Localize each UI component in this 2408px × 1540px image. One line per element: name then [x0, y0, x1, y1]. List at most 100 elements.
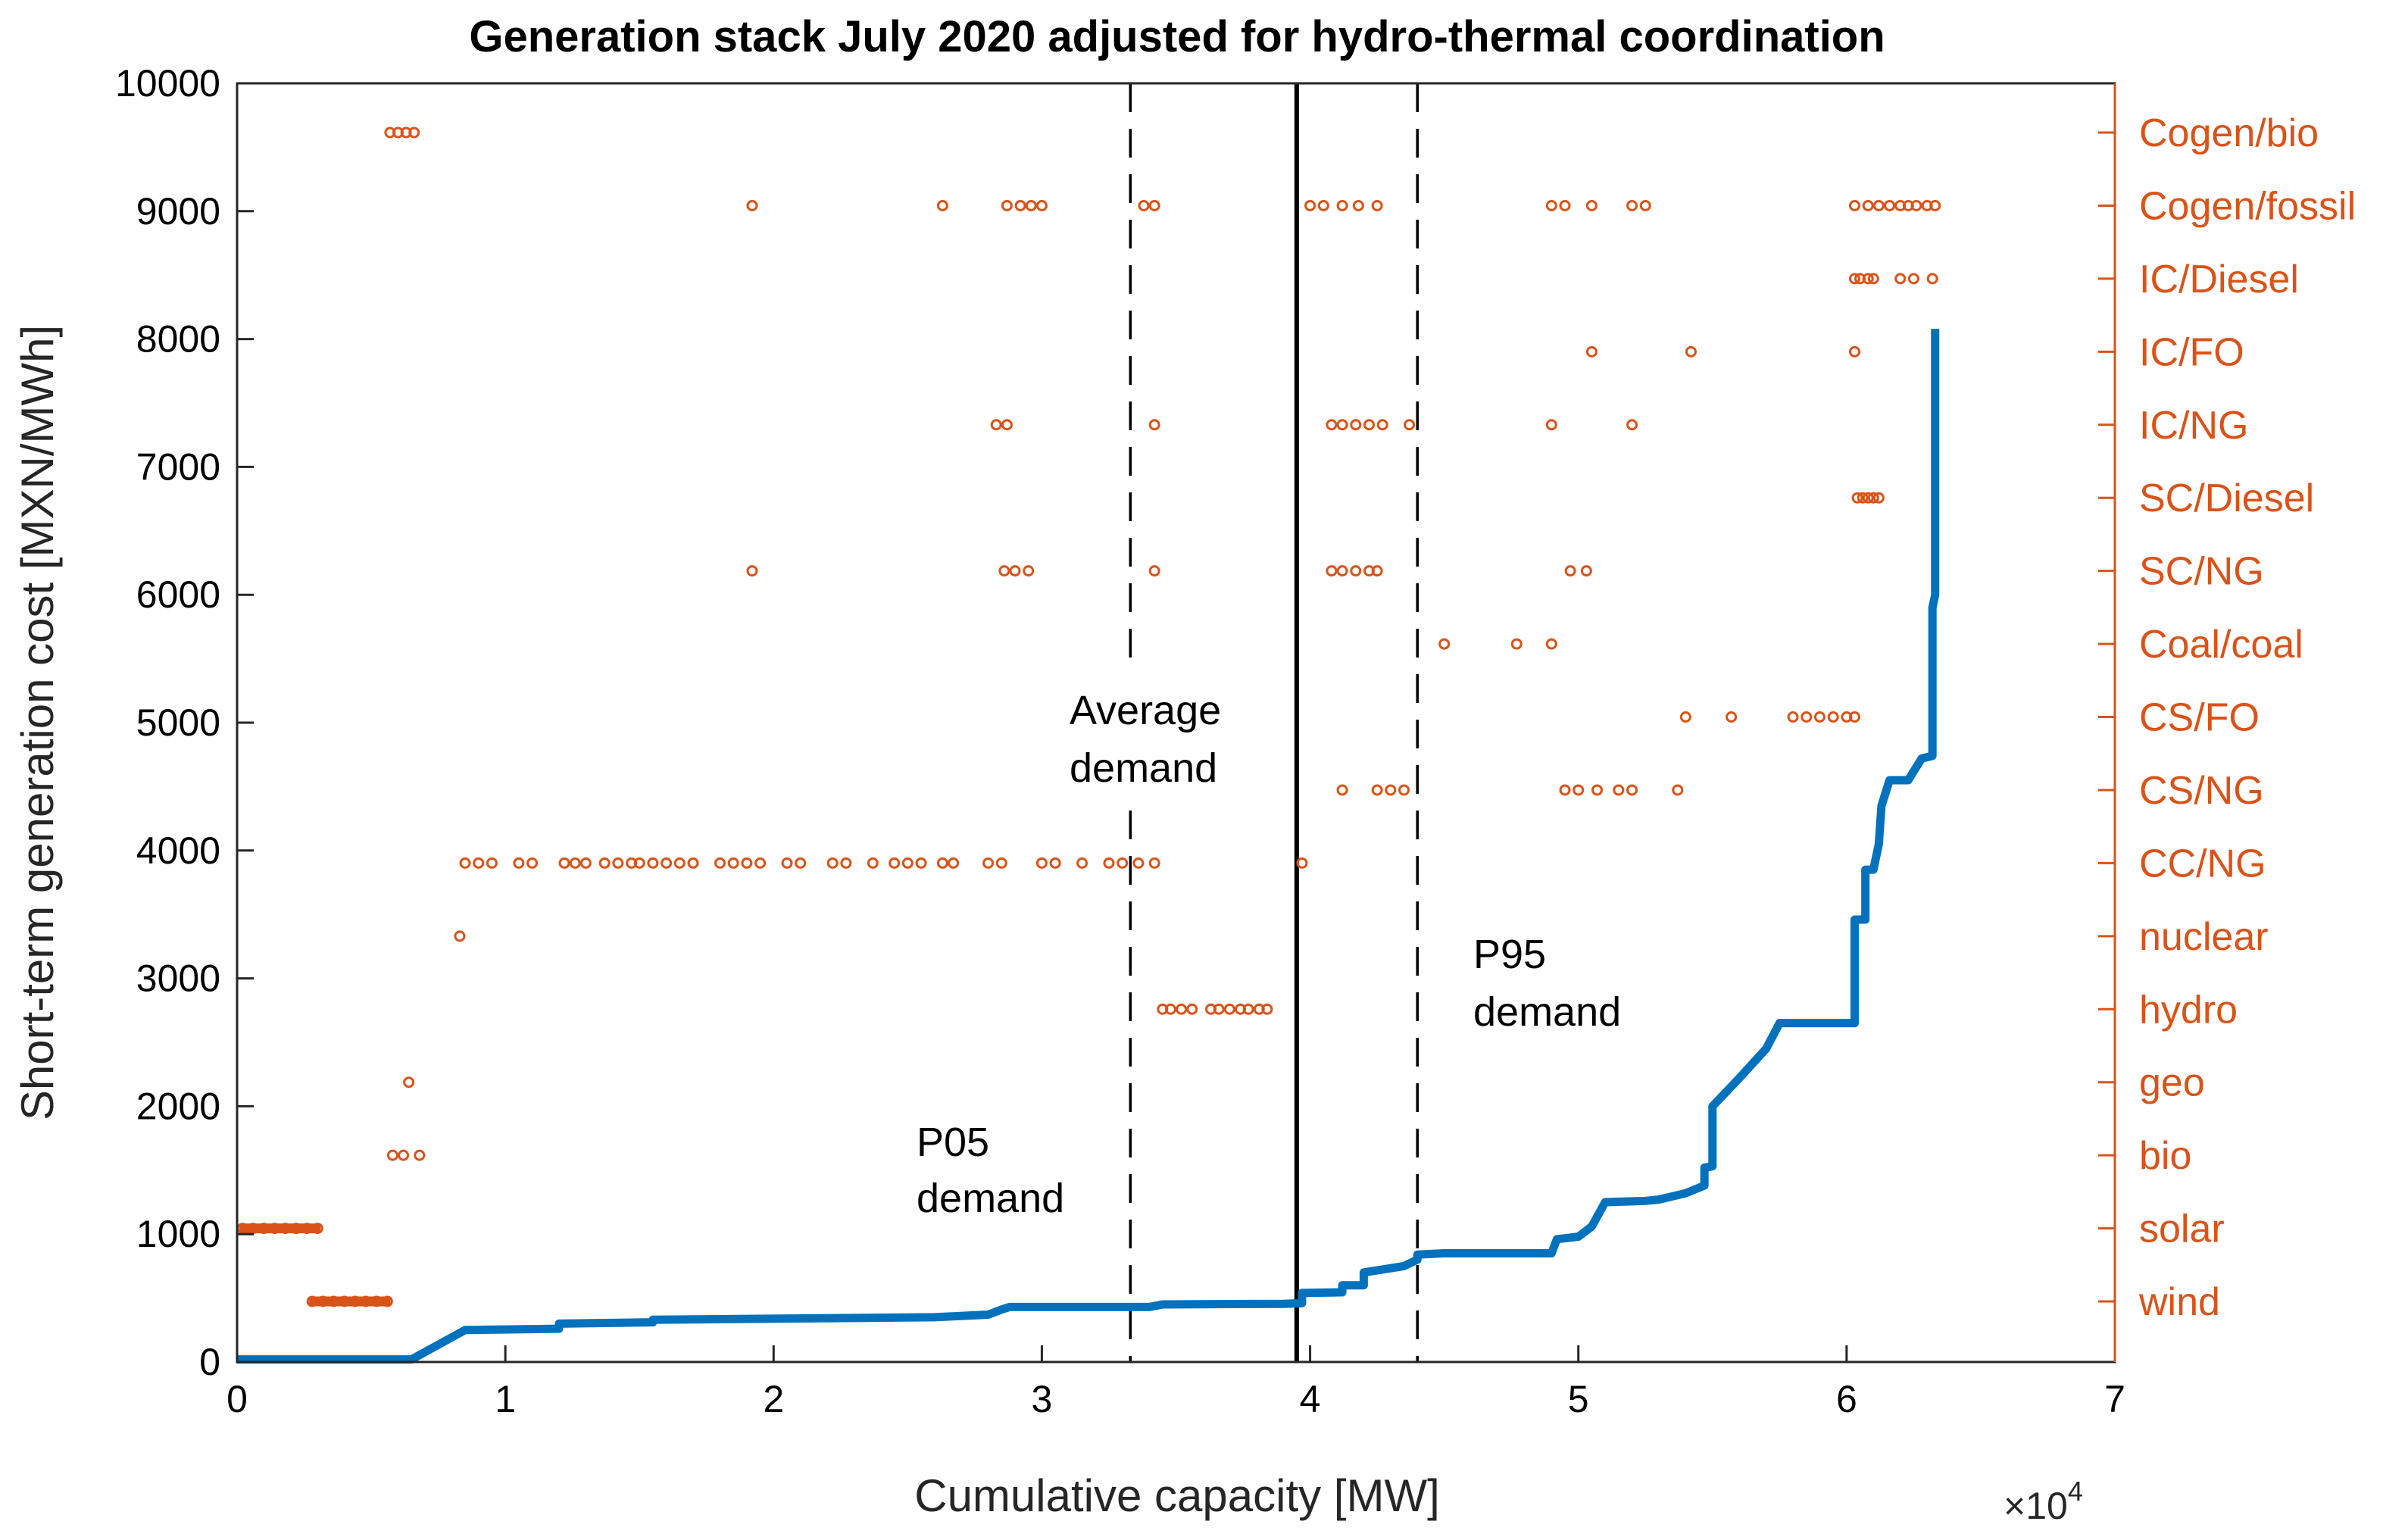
tech-marker-IC/NG — [1336, 419, 1348, 431]
demand-label-line2: demand — [1070, 745, 1217, 791]
tech-marker-CC/NG — [459, 857, 471, 869]
y-tick-label: 0 — [199, 1341, 220, 1383]
tech-marker-SC/NG — [998, 565, 1010, 577]
plot-area — [236, 82, 2116, 1364]
demand-label-line1: Average — [1070, 688, 1221, 733]
tech-marker-IC/Diesel — [1926, 273, 1938, 285]
tech-marker-CC/NG — [1049, 857, 1061, 869]
tech-marker-IC/FO — [1848, 345, 1860, 358]
tech-marker-SC/NG — [1350, 565, 1362, 577]
right-tick-label: CC/NG — [2139, 842, 2266, 886]
right-tick-label: hydro — [2139, 988, 2238, 1032]
demand-label-line2: demand — [1473, 989, 1621, 1035]
tech-marker-IC/FO — [1685, 345, 1697, 358]
x-tick-label: 1 — [495, 1378, 516, 1420]
technology-markers — [236, 127, 1941, 1307]
tech-marker-CC/NG — [781, 857, 793, 869]
tech-marker-hydro — [1213, 1003, 1225, 1015]
y-tick-label: 3000 — [136, 957, 220, 1000]
tech-marker-hydro — [1261, 1003, 1273, 1015]
x-tick-label: 0 — [226, 1378, 248, 1420]
x-tick-label: 2 — [763, 1378, 784, 1420]
x-exponent-base: ×10 — [2004, 1485, 2068, 1527]
tech-marker-IC/NG — [1545, 419, 1557, 431]
right-tick-label: geo — [2139, 1061, 2205, 1105]
tech-marker-CS/FO — [1813, 711, 1826, 723]
right-tick-label: SC/Diesel — [2139, 476, 2314, 520]
tech-marker-IC/NG — [1363, 419, 1375, 431]
tech-marker-CC/NG — [1132, 857, 1145, 869]
tech-marker-IC/NG — [1326, 419, 1338, 431]
tech-marker-CS/FO — [1787, 711, 1799, 723]
right-tick-label: IC/Diesel — [2139, 258, 2299, 301]
tech-marker-CC/NG — [1117, 857, 1129, 869]
tech-marker-CC/NG — [1148, 857, 1160, 869]
tech-marker-solar — [258, 1223, 270, 1235]
tech-marker-SC/Diesel — [1872, 492, 1885, 504]
tech-marker-CS/NG — [1385, 784, 1397, 796]
tech-marker-hydro — [1176, 1003, 1188, 1015]
right-tick-label: Cogen/fossil — [2139, 184, 2356, 228]
tech-marker-hydro — [1186, 1003, 1198, 1015]
tech-marker-solar — [280, 1223, 292, 1235]
tech-marker-Cogen/fossil — [1929, 199, 1941, 211]
generation-stack — [237, 329, 1940, 1364]
tech-marker-CS/NG — [1672, 784, 1684, 796]
tech-marker-IC/Diesel — [1894, 273, 1907, 285]
x-tick-label: 5 — [1568, 1378, 1589, 1420]
y-tick-label: 8000 — [136, 318, 220, 361]
tech-marker-CS/NG — [1591, 784, 1604, 796]
tech-marker-Cogen/fossil — [1872, 199, 1885, 211]
tech-marker-CC/NG — [1296, 857, 1308, 869]
x-axis: 0 1 2 3 4 5 6 7 — [226, 1345, 2125, 1420]
tech-marker-solar — [247, 1223, 259, 1235]
tech-marker-Coal/coal — [1545, 638, 1557, 650]
chart-title: Generation stack July 2020 adjusted for … — [469, 12, 1885, 61]
demand-label-line1: P95 — [1473, 932, 1546, 977]
right-tick-label: Cogen/bio — [2139, 111, 2319, 155]
tech-marker-IC/NG — [1350, 419, 1362, 431]
tech-marker-CC/NG — [741, 857, 753, 869]
tech-marker-Cogen/fossil — [1035, 199, 1048, 211]
tech-marker-CC/NG — [889, 857, 901, 869]
tech-marker-Cogen/fossil — [746, 199, 758, 211]
tech-marker-bio — [398, 1149, 410, 1161]
tech-marker-nuclear — [454, 930, 466, 942]
x-exponent-power: 4 — [2068, 1476, 2083, 1507]
tech-marker-wind — [349, 1295, 361, 1307]
tech-marker-CS/NG — [1371, 784, 1383, 796]
right-tick-label: CS/NG — [2139, 769, 2264, 813]
tech-marker-Cogen/fossil — [1148, 199, 1160, 211]
tech-marker-CS/FO — [1848, 711, 1860, 723]
tech-marker-SC/NG — [1326, 565, 1338, 577]
tech-marker-Cogen/fossil — [1626, 199, 1638, 211]
tech-marker-CC/NG — [982, 857, 995, 869]
tech-marker-Cogen/fossil — [936, 199, 948, 211]
right-tick-label: solar — [2139, 1207, 2225, 1251]
tech-marker-bio — [414, 1149, 426, 1161]
tech-marker-CC/NG — [915, 857, 927, 869]
tech-marker-SC/NG — [1564, 565, 1576, 577]
tech-marker-Cogen/fossil — [1138, 199, 1150, 211]
y-tick-label: 10000 — [115, 62, 220, 105]
tech-marker-IC/Diesel — [1867, 273, 1879, 285]
tech-marker-Cogen/fossil — [1862, 199, 1874, 211]
tech-marker-CC/NG — [513, 857, 525, 869]
y-tick-label: 6000 — [136, 573, 220, 616]
right-tick-label: nuclear — [2139, 915, 2269, 959]
tech-marker-CS/FO — [1726, 711, 1738, 723]
tech-marker-SC/Diesel — [1862, 492, 1874, 504]
x-axis-label: Cumulative capacity [MW] — [914, 1470, 1440, 1521]
x-tick-label: 7 — [2104, 1378, 2125, 1420]
tech-marker-CS/FO — [1679, 711, 1691, 723]
tech-marker-Cogen/fossil — [1336, 199, 1348, 211]
tech-marker-IC/Diesel — [1862, 273, 1874, 285]
tech-marker-SC/NG — [1580, 565, 1592, 577]
tech-marker-IC/NG — [1626, 419, 1638, 431]
tech-marker-hydro — [1242, 1003, 1254, 1015]
right-tick-label: IC/FO — [2139, 330, 2244, 374]
tech-marker-bio — [386, 1149, 398, 1161]
tech-marker-SC/NG — [1148, 565, 1160, 577]
tech-marker-IC/FO — [1585, 345, 1598, 358]
y-tick-label: 4000 — [136, 829, 220, 872]
